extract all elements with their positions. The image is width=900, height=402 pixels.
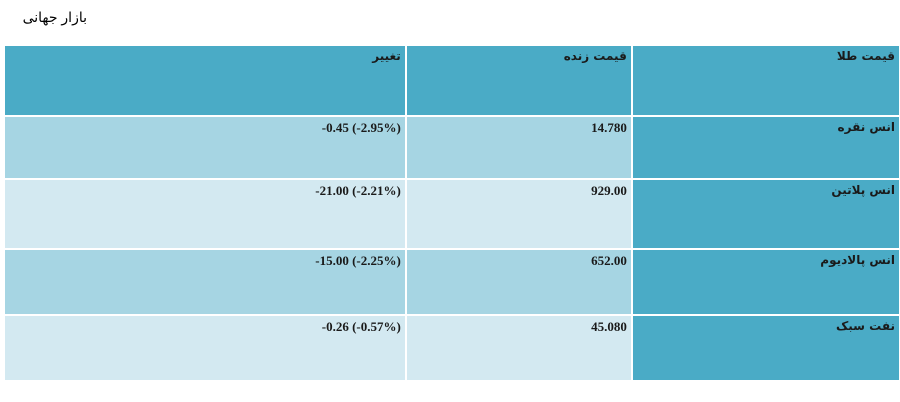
table-row: نفت سبک 45.080 -0.26 (-0.57%) [5,316,899,380]
column-header-name: قیمت طلا [632,46,899,115]
row-name: نفت سبک [632,316,899,380]
page-title: بازار جهانی [22,9,87,25]
row-name: انس پلاتین [632,180,899,248]
row-change: -15.00 (-2.25%) [5,250,405,314]
row-name: انس پالادیوم [632,250,899,314]
table-row: انس نقره 14.780 -0.45 (-2.95%) [5,117,899,178]
table-row: انس پلاتین 929.00 -21.00 (-2.21%) [5,180,899,248]
table-header-row: قیمت طلا قیمت زنده تغییر [5,46,899,115]
row-name: انس نقره [632,117,899,178]
column-header-change: تغییر [5,46,405,115]
row-price: 45.080 [406,316,631,380]
row-change: -0.26 (-0.57%) [5,316,405,380]
row-price: 14.780 [406,117,631,178]
row-price: 929.00 [406,180,631,248]
market-table: قیمت طلا قیمت زنده تغییر انس نقره 14.780… [3,44,900,382]
row-price: 652.00 [406,250,631,314]
row-change: -21.00 (-2.21%) [5,180,405,248]
column-header-price: قیمت زنده [406,46,631,115]
table-row: انس پالادیوم 652.00 -15.00 (-2.25%) [5,250,899,314]
row-change: -0.45 (-2.95%) [5,117,405,178]
